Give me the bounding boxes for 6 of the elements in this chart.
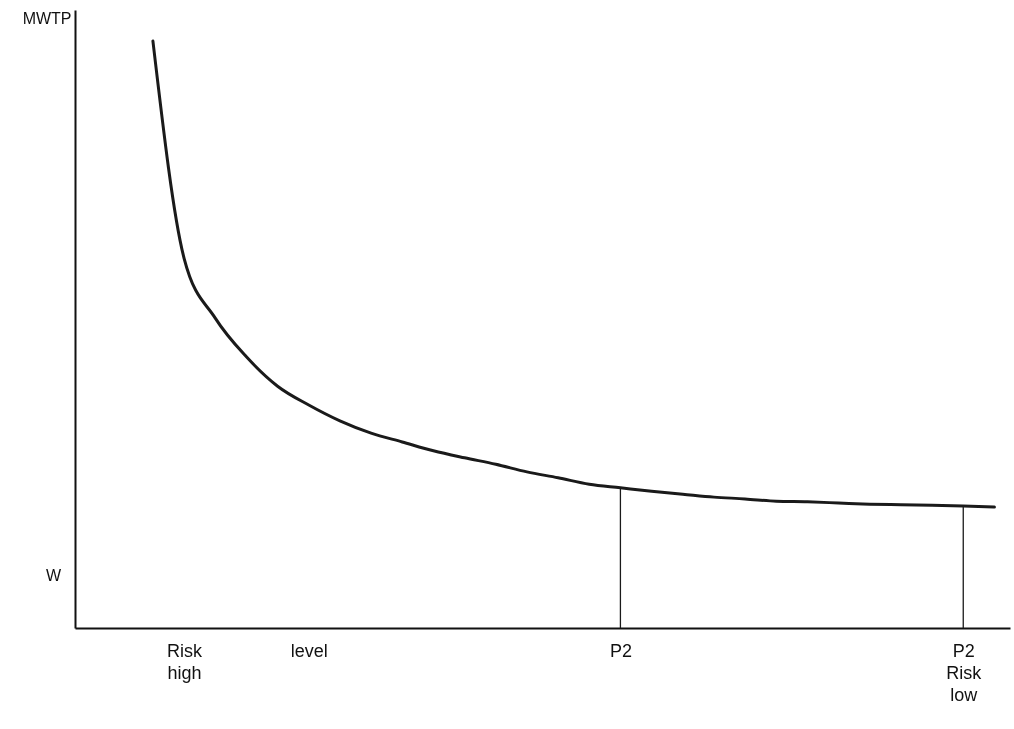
y-axis-title: MWTP <box>22 9 72 27</box>
x-tick-label: P2 Risk low <box>946 640 983 705</box>
x-tick-label: level <box>290 640 328 661</box>
x-tick-label: Risk high <box>167 640 204 683</box>
text: W <box>45 567 62 584</box>
x-tick-label: P2 <box>609 640 632 661</box>
